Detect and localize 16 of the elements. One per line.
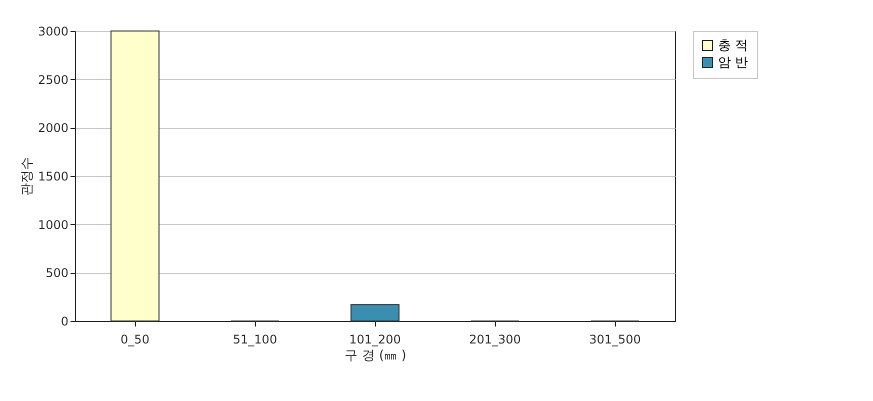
y-tick-label: 2500 <box>38 72 68 87</box>
y-tick-label: 0 <box>60 314 68 328</box>
y-tick-label: 1500 <box>38 170 68 184</box>
x-tick-label: 0_50 <box>120 332 150 346</box>
y-axis-title: 관정수 <box>20 157 35 196</box>
y-tick-label: 2000 <box>38 121 68 136</box>
x-tick-label: 101_200 <box>349 332 401 346</box>
x-axis-title: 구 경 (㎜ ) <box>344 348 406 364</box>
legend-label: 충 적 <box>718 38 748 54</box>
y-tick-label: 3000 <box>38 24 68 38</box>
y-tick-label: 1000 <box>38 218 68 232</box>
x-tick-label: 51_100 <box>232 332 278 346</box>
y-tick-label: 500 <box>46 266 68 280</box>
x-tick-label: 201_300 <box>469 332 521 346</box>
x-tick-label: 301_500 <box>589 332 641 346</box>
legend-label: 암 반 <box>718 56 748 70</box>
